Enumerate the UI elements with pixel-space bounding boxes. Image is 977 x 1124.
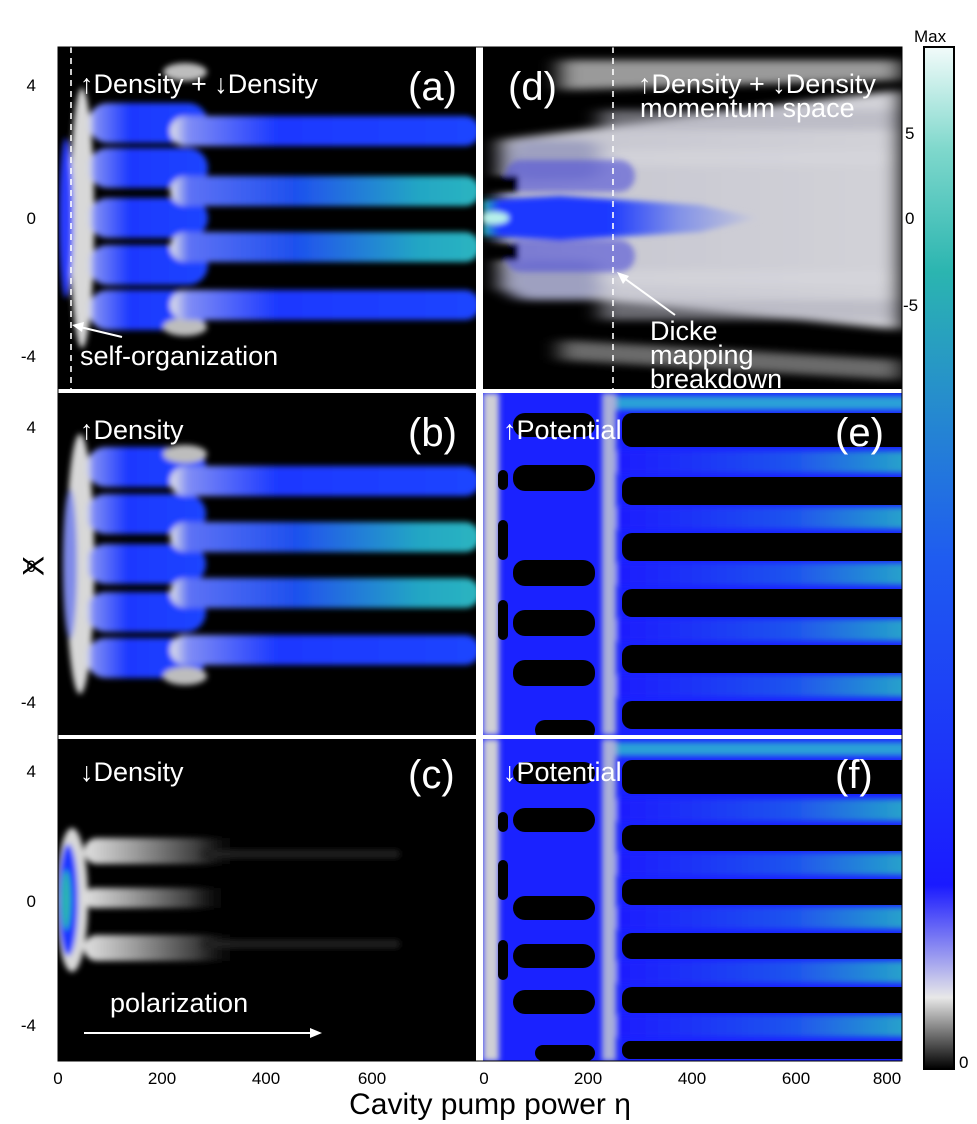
panel-d-title: ↑Density + ↓Density — [638, 69, 876, 99]
panel-e-heatmap — [483, 393, 902, 735]
self-organization-arrowhead — [72, 322, 84, 332]
panel-a-label: (a) — [408, 65, 457, 109]
panel-a: ↑Density + ↓Density (a) self-organizatio… — [58, 47, 476, 389]
figure-frame — [57, 46, 903, 1062]
x-tick-left-600: 600 — [358, 1069, 386, 1088]
y-tick-b-0: 0 — [27, 557, 36, 576]
x-tick-left-400: 400 — [252, 1069, 280, 1088]
x-tick-right-400: 400 — [678, 1069, 706, 1088]
y-tick-a-0: 0 — [27, 209, 36, 228]
panel-c-title: ↓Density — [80, 757, 184, 787]
dicke-annotation-line-3: breakdown — [650, 364, 782, 394]
panel-e: ↑Potential (e) — [483, 393, 902, 735]
self-organization-annotation: self-organization — [80, 341, 278, 371]
panel-separators — [58, 47, 902, 1061]
self-organization-arrow — [79, 326, 123, 338]
x-tick-left-0: 0 — [53, 1069, 62, 1088]
panel-a-title: ↑Density + ↓Density — [80, 69, 318, 99]
x-tick-left-200: 200 — [148, 1069, 176, 1088]
x-tick-right-600: 600 — [782, 1069, 810, 1088]
y-tick-c-0: 0 — [27, 892, 36, 911]
panel-f: ↓Potential (f) — [483, 739, 902, 1061]
polarization-annotation: polarization — [110, 988, 248, 1018]
y-tick-c-neg4: -4 — [21, 1016, 36, 1035]
panel-f-heatmap — [483, 739, 902, 1061]
panel-d: (d) ↑Density + ↓Density momentum space D… — [483, 47, 902, 394]
y-tick-c-4: 4 — [27, 762, 36, 781]
x-tick-right-800: 800 — [873, 1069, 901, 1088]
panel-d-label: (d) — [508, 65, 557, 109]
d-tick-5: 5 — [905, 124, 914, 143]
panel-e-title: ↑Potential — [503, 415, 622, 445]
colorbar-min-label: 0 — [959, 1053, 968, 1072]
dicke-arrow — [623, 277, 676, 316]
panel-c-heatmap — [58, 828, 400, 972]
colorbar-max-label: Max — [914, 27, 947, 46]
d-tick-neg5: -5 — [903, 296, 918, 315]
x-tick-right-0: 0 — [479, 1069, 488, 1088]
y-axis-label: X — [18, 556, 51, 576]
panel-b-title: ↑Density — [80, 415, 184, 445]
y-tick-b-4: 4 — [27, 418, 36, 437]
x-axis-label: Cavity pump power η — [349, 1088, 631, 1121]
panel-a-heatmap — [59, 63, 476, 348]
panel-c-label: (c) — [408, 753, 455, 797]
panel-f-label: (f) — [835, 753, 873, 797]
panel-b-label: (b) — [408, 411, 457, 455]
d-tick-0: 0 — [905, 209, 914, 228]
dicke-annotation-line-2: mapping — [650, 340, 754, 370]
panel-e-label: (e) — [835, 411, 884, 455]
panel-b: ↑Density (b) — [58, 393, 476, 735]
y-tick-a-4: 4 — [27, 76, 36, 95]
colorbar: Max 0 — [914, 27, 968, 1072]
panel-d-right-ticks: 5 0 -5 — [903, 124, 918, 315]
polarization-arrowhead — [310, 1028, 322, 1038]
panel-c: ↓Density (c) polarization — [58, 739, 476, 1061]
panel-d-subtitle: momentum space — [640, 93, 855, 123]
x-axis-ticks: 0 200 400 600 0 200 400 600 800 — [53, 1069, 901, 1088]
colorbar-gradient — [923, 46, 955, 1070]
y-axis-left-ticks: 4 0 -4 4 0 -4 4 0 -4 — [21, 76, 36, 1035]
dicke-arrowhead — [617, 272, 629, 284]
panel-b-heatmap — [63, 434, 476, 694]
panel-f-title: ↓Potential — [503, 757, 622, 787]
panel-e-dark-stripes — [498, 413, 902, 735]
panel-f-dark-stripes — [498, 760, 902, 1061]
y-tick-b-neg4: -4 — [21, 693, 36, 712]
x-tick-right-200: 200 — [574, 1069, 602, 1088]
dicke-annotation-line-1: Dicke — [650, 316, 718, 346]
y-tick-a-neg4: -4 — [21, 347, 36, 366]
